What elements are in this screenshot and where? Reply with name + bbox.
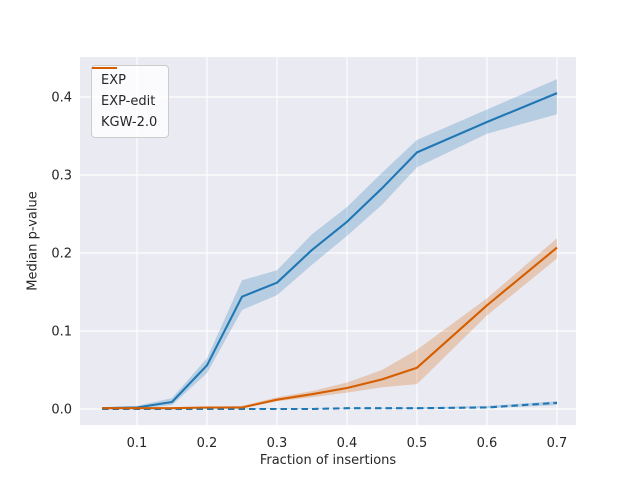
legend-label-exp: EXP — [101, 72, 126, 88]
legend-label-kgw-2-0: KGW-2.0 — [101, 114, 158, 130]
kgw-2-0-line — [102, 246, 558, 410]
y-tick-label: 0.3 — [51, 169, 72, 184]
kgw-2-0-line-sample — [92, 66, 117, 70]
x-tick-label: 0.6 — [477, 436, 498, 451]
tick-label-layer: 0.1 0.2 0.3 0.4 0.5 0.6 0.7 0.0 0.1 0.2 0.3 0.4 — [51, 91, 567, 452]
x-axis-label: Fraction of insertions — [259, 453, 397, 468]
x-tick-label: 0.4 — [337, 436, 358, 451]
exp-confidence-band — [102, 79, 557, 409]
x-tick-label: 0.2 — [197, 436, 218, 451]
x-tick-label: 0.7 — [547, 436, 568, 451]
y-tick-label: 0.0 — [51, 403, 72, 418]
legend-item-exp-edit: EXP-edit — [92, 66, 157, 112]
y-tick-label: 0.2 — [51, 247, 72, 262]
y-tick-label: 0.4 — [51, 91, 72, 106]
series-line-layer — [101, 92, 558, 411]
x-tick-label: 0.1 — [127, 436, 148, 451]
x-tick-label: 0.5 — [407, 436, 428, 451]
x-tick-label: 0.3 — [267, 436, 288, 451]
legend: EXP EXP-edit KGW-2.0 — [91, 65, 170, 138]
y-tick-label: 0.1 — [51, 325, 72, 340]
legend-item-exp: EXP — [92, 66, 157, 91]
legend-item-kgw-2-0: KGW-2.0 — [92, 66, 158, 133]
y-axis-label: Median p-value — [25, 191, 41, 291]
legend-label-exp-edit: EXP-edit — [101, 93, 156, 109]
exp-line — [101, 92, 558, 410]
